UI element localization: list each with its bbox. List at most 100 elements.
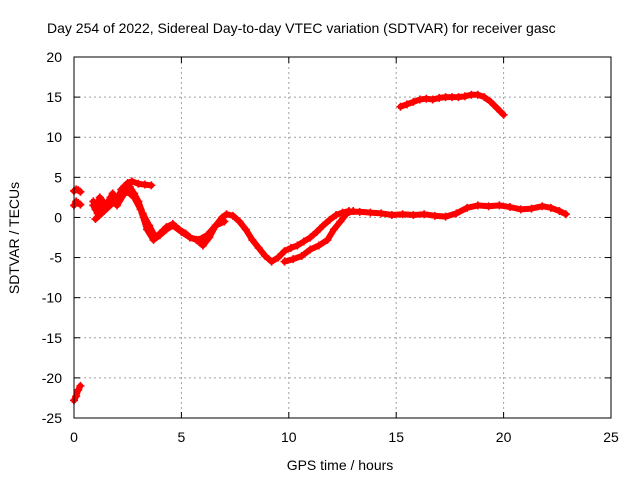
series-band-seg-h	[345, 202, 569, 220]
data-point-marker	[280, 257, 289, 266]
data-point-marker	[297, 251, 306, 260]
data-point-marker	[319, 221, 328, 230]
data-point-marker	[123, 187, 132, 196]
data-point-marker	[546, 203, 555, 212]
data-point-marker	[162, 225, 171, 234]
data-point-marker	[289, 255, 298, 264]
data-point-marker	[155, 231, 164, 240]
y-tick-label: -5	[50, 250, 63, 266]
data-point-marker	[396, 102, 405, 111]
data-point-marker	[480, 93, 489, 102]
data-point-marker	[136, 205, 145, 214]
data-point-marker	[74, 385, 83, 394]
series-band-seg-c	[71, 382, 84, 404]
data-point-marker	[344, 207, 353, 216]
data-point-marker	[484, 202, 493, 211]
data-point-marker	[235, 217, 244, 226]
data-point-marker	[91, 215, 100, 224]
y-tick-label: 20	[46, 49, 62, 65]
data-point-marker	[293, 241, 302, 250]
data-point-marker	[198, 241, 207, 250]
data-point-marker	[76, 381, 85, 390]
data-point-marker	[441, 212, 450, 221]
data-point-marker	[506, 203, 515, 212]
data-point-marker	[499, 110, 508, 119]
series-band-seg-g	[281, 208, 357, 265]
x-tick-label: 0	[70, 429, 78, 445]
data-point-marker	[117, 190, 126, 199]
data-point-marker	[280, 247, 289, 256]
y-tick-label: -20	[42, 370, 62, 386]
data-point-marker	[100, 207, 109, 216]
data-point-marker	[409, 97, 418, 106]
data-point-marker	[306, 245, 315, 254]
data-point-marker	[306, 233, 315, 242]
data-point-marker	[473, 201, 482, 210]
data-point-marker	[185, 233, 194, 242]
data-point-marker	[127, 177, 136, 186]
y-tick-label: 5	[54, 169, 62, 185]
data-point-marker	[409, 211, 418, 220]
data-point-marker	[97, 197, 106, 206]
tick-labels: 0 5 10 15 20 25 -25 -20 -15 -10 -5 0 5 10 15 20	[42, 49, 619, 445]
data-point-marker	[329, 225, 338, 234]
y-axis-label: SDTVAR / TECUs	[6, 182, 22, 294]
data-point-marker	[274, 253, 283, 262]
data-point-marker	[168, 221, 177, 230]
data-point-marker	[89, 201, 98, 210]
data-point-marker	[402, 100, 411, 109]
y-tick-label: -10	[42, 290, 62, 306]
series-layer	[70, 90, 570, 405]
data-point-marker	[387, 211, 396, 220]
data-point-marker	[460, 92, 469, 101]
data-point-marker	[134, 179, 143, 188]
x-tick-label: 5	[178, 429, 186, 445]
data-point-marker	[516, 205, 525, 214]
y-tick-label: -15	[42, 330, 62, 346]
data-point-marker	[286, 243, 295, 252]
x-tick-label: 10	[281, 429, 297, 445]
data-point-marker	[222, 210, 231, 219]
data-point-marker	[561, 210, 570, 219]
data-point-marker	[314, 241, 323, 250]
data-point-marker	[211, 221, 220, 230]
data-point-marker	[125, 182, 134, 191]
x-axis-label: GPS time / hours	[287, 457, 394, 473]
x-tick-label: 25	[603, 429, 619, 445]
data-point-marker	[555, 207, 564, 216]
data-point-marker	[140, 180, 149, 189]
data-point-marker	[336, 217, 345, 226]
data-point-marker	[495, 201, 504, 210]
data-point-marker	[241, 225, 250, 234]
y-tick-label: 10	[46, 129, 62, 145]
axis-ticks	[73, 56, 612, 419]
x-tick-label: 15	[388, 429, 404, 445]
data-point-marker	[473, 90, 482, 99]
data-point-marker	[486, 97, 495, 106]
data-point-marker	[299, 237, 308, 246]
data-point-marker	[254, 243, 263, 252]
data-point-marker	[267, 257, 276, 266]
data-point-marker	[422, 94, 431, 103]
data-point-marker	[527, 204, 536, 213]
data-point-marker	[463, 203, 472, 212]
y-tick-label: -25	[42, 410, 62, 426]
data-point-marker	[323, 235, 332, 244]
data-point-marker	[430, 211, 439, 220]
data-point-marker	[147, 181, 156, 190]
y-tick-label: 15	[46, 89, 62, 105]
data-point-marker	[76, 187, 85, 196]
data-point-marker	[312, 227, 321, 236]
data-point-marker	[220, 217, 229, 226]
data-point-marker	[355, 207, 364, 216]
x-tick-label: 20	[496, 429, 512, 445]
data-point-marker	[149, 235, 158, 244]
data-point-marker	[366, 208, 375, 217]
data-point-marker	[377, 209, 386, 218]
data-point-marker	[130, 193, 139, 202]
data-point-marker	[493, 104, 502, 113]
data-point-marker	[248, 235, 257, 244]
data-point-marker	[398, 210, 407, 219]
data-point-marker	[228, 211, 237, 220]
